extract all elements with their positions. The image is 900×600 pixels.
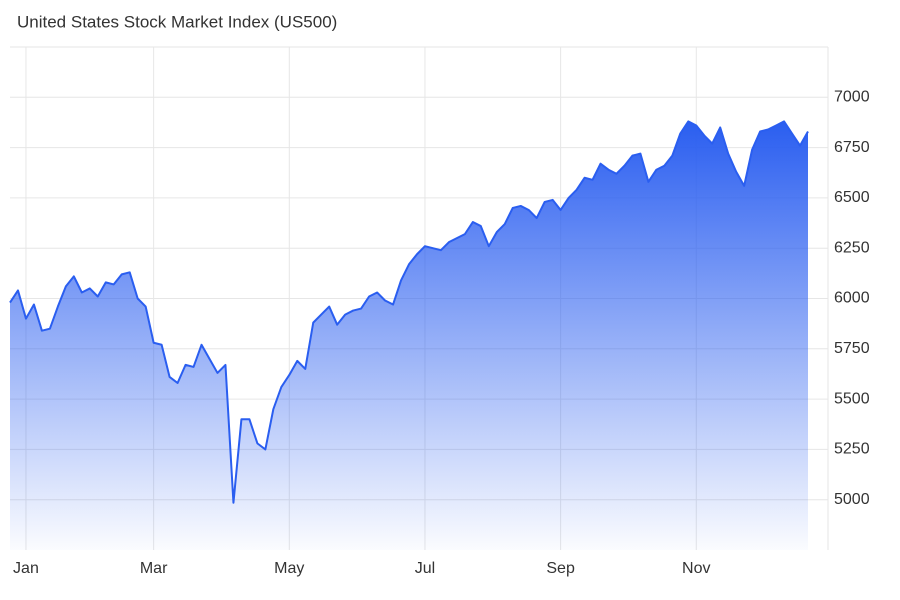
y-tick-label: 5500 [834, 390, 870, 407]
x-tick-label: Nov [682, 560, 710, 577]
y-tick-label: 5000 [834, 491, 870, 508]
area-fill [10, 121, 808, 550]
x-tick-label: Mar [140, 560, 168, 577]
y-tick-label: 5750 [834, 340, 870, 357]
chart-title: United States Stock Market Index (US500) [17, 12, 337, 31]
y-tick-label: 6000 [834, 290, 870, 307]
x-tick-label: Jul [415, 560, 435, 577]
x-tick-label: Jan [13, 560, 39, 577]
y-tick-label: 6250 [834, 239, 870, 256]
x-tick-label: May [274, 560, 304, 577]
y-tick-label: 5250 [834, 441, 870, 458]
y-tick-label: 7000 [834, 89, 870, 106]
y-tick-label: 6500 [834, 189, 870, 206]
y-tick-label: 6750 [834, 139, 870, 156]
x-tick-label: Sep [546, 560, 575, 577]
price-line [9, 120, 809, 504]
